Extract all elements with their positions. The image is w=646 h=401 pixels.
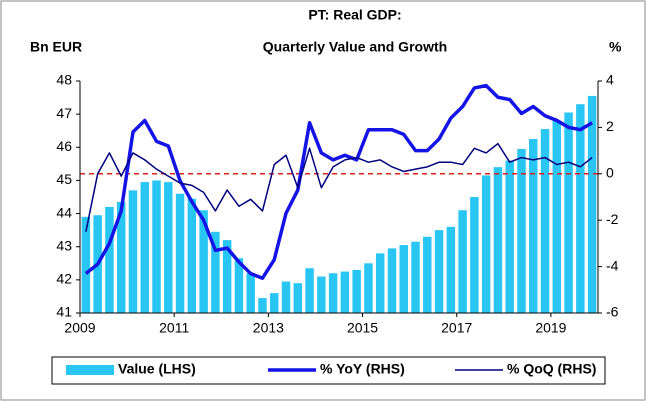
bar: [493, 167, 503, 313]
bar: [293, 283, 303, 313]
y-tick-label: 41: [56, 304, 72, 320]
bar: [128, 190, 138, 313]
bar: [164, 182, 173, 313]
bar: [375, 253, 385, 313]
bar: [399, 245, 408, 313]
bar: [175, 193, 185, 313]
bar: [140, 182, 149, 313]
y2-tick-label: -2: [606, 211, 619, 227]
y2-tick-label: -6: [606, 304, 619, 320]
bar: [587, 95, 597, 314]
legend-label: Value (LHS): [118, 361, 196, 377]
y-tick-label: 42: [56, 271, 72, 287]
x-tick-label: 2017: [441, 320, 472, 336]
bar: [529, 139, 538, 313]
x-tick-label: 2013: [253, 320, 284, 336]
y-tick-label: 46: [56, 138, 72, 154]
bar: [364, 263, 373, 313]
bar: [152, 180, 161, 313]
bar: [199, 210, 208, 313]
bar: [328, 273, 338, 313]
bar: [540, 129, 550, 313]
bar: [234, 258, 244, 313]
legend-swatch: [66, 365, 114, 375]
bar: [116, 201, 126, 313]
bar: [211, 231, 220, 313]
y2-tick-label: 2: [606, 118, 614, 134]
bar: [281, 281, 291, 313]
y2-tick-label: 0: [606, 165, 614, 181]
chart-title: PT: Real GDP:: [308, 7, 401, 23]
bar: [270, 293, 279, 313]
bar: [246, 273, 255, 313]
bar: [222, 240, 232, 313]
x-tick-label: 2015: [347, 320, 378, 336]
y-tick-label: 45: [56, 171, 72, 187]
bar: [411, 241, 420, 313]
y-tick-label: 43: [56, 237, 72, 253]
x-tick-label: 2019: [535, 320, 566, 336]
bar: [352, 269, 361, 313]
bar: [317, 276, 326, 313]
y-axis-label: Bn EUR: [30, 39, 82, 55]
y2-tick-label: 4: [606, 72, 614, 88]
bar: [576, 104, 585, 313]
y-tick-label: 44: [56, 204, 72, 220]
line-series: [84, 83, 594, 280]
bar: [552, 120, 562, 314]
y2-axis-label: %: [609, 39, 622, 55]
bar: [517, 148, 526, 313]
y-tick-label: 47: [56, 105, 72, 121]
legend-label: % QoQ (RHS): [507, 361, 596, 377]
y-tick-label: 48: [56, 72, 72, 88]
bar: [187, 198, 197, 313]
bar: [105, 206, 114, 313]
y2-tick-label: -4: [606, 257, 619, 273]
bar: [258, 298, 267, 313]
line-series: [85, 142, 593, 232]
x-tick-label: 2011: [159, 320, 189, 336]
bar: [458, 210, 467, 313]
legend-box: [51, 356, 606, 385]
bar: [481, 175, 491, 313]
bar: [340, 271, 350, 313]
bar: [305, 268, 314, 313]
bar: [81, 216, 91, 313]
bar: [387, 248, 397, 313]
bar: [470, 197, 479, 313]
bar: [423, 236, 432, 313]
bar: [434, 230, 444, 313]
x-tick-label: 2009: [64, 320, 95, 336]
chart-title: Quarterly Value and Growth: [263, 39, 447, 55]
bar: [564, 112, 573, 313]
legend-label: % YoY (RHS): [320, 361, 405, 377]
bar: [446, 226, 456, 313]
bar: [505, 160, 514, 313]
